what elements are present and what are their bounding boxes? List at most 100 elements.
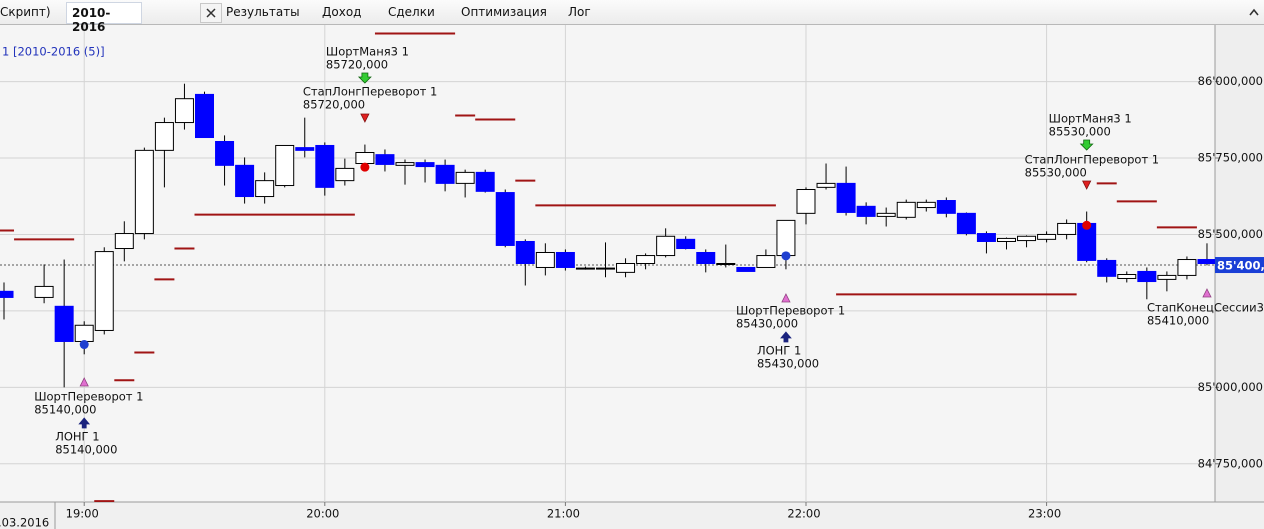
candle-body <box>174 98 194 124</box>
candle-body <box>595 267 615 270</box>
annotation-price: 85410,000 <box>1147 314 1209 328</box>
candle-body <box>74 324 94 342</box>
candle-body <box>636 255 656 265</box>
trade-dot <box>79 340 89 350</box>
signal-marker <box>780 331 792 343</box>
candle-body <box>656 235 676 257</box>
candle-body <box>355 152 375 165</box>
candle-body <box>1017 235 1037 242</box>
candle-body <box>515 240 535 265</box>
candle-body <box>956 212 976 235</box>
candle-body <box>235 164 255 198</box>
candle-body <box>796 189 816 214</box>
annotation-price: 85530,000 <box>1025 166 1087 180</box>
tab[interactable]: Оптимизация <box>461 5 547 19</box>
candle-body <box>676 238 696 250</box>
candle-body <box>716 263 736 265</box>
candle-body <box>455 171 475 184</box>
annotation-label: СтапКонецСессии3 1 <box>1147 301 1264 315</box>
annotation-label: ШортПереворот 1 <box>34 390 143 404</box>
x-tick-label: 22:00 <box>787 507 820 521</box>
trade-dot <box>781 251 791 261</box>
annotation-label: ЛОНГ 1 <box>55 430 99 444</box>
x-tick-label: 20:00 <box>306 507 339 521</box>
overlay: 84'750,000 85'000,000 85'500,000 85'750,000… <box>34 45 1264 521</box>
tab[interactable]: Доход <box>322 5 362 19</box>
annotation-price: 85430,000 <box>757 357 819 371</box>
candle-body <box>1137 270 1157 283</box>
close-icon <box>206 8 216 18</box>
annotation-label: ШортМаня3 1 <box>326 45 409 59</box>
candle-body <box>1197 259 1215 264</box>
y-tick-label: 85'500,000 <box>1198 227 1263 241</box>
candle-body <box>1057 222 1077 235</box>
y-tick-label: 85'750,000 <box>1198 151 1263 165</box>
candle-body <box>555 251 575 268</box>
last-price-box <box>1215 257 1264 274</box>
annotation-price: 85720,000 <box>326 58 388 72</box>
tab[interactable]: Сделки <box>388 5 435 19</box>
annotation-price: 85140,000 <box>55 443 117 457</box>
annotation-label: ШортПереворот 1 <box>736 304 845 318</box>
last-price-label: 85'400,0 <box>1217 259 1264 273</box>
candle-body <box>876 212 896 217</box>
candle-body <box>215 140 235 166</box>
candle-body <box>1117 274 1137 279</box>
candle-body <box>0 290 14 298</box>
candle-body <box>195 93 215 139</box>
tab-bar: Скрипт) 2010-2016 Результаты Доход Сделк… <box>0 0 1264 34</box>
candle-body <box>495 192 515 246</box>
candle-body <box>976 233 996 242</box>
scroll-arrow[interactable] <box>1248 6 1260 18</box>
trade-dot <box>360 162 370 172</box>
x-axis-background <box>0 502 1264 529</box>
plot <box>0 32 1215 502</box>
candle-body <box>776 219 796 257</box>
signal-marker <box>1082 180 1092 190</box>
annotation-price: 85430,000 <box>736 317 798 331</box>
tab[interactable]: Скрипт) <box>0 5 51 19</box>
date-label: .03.2016 <box>0 516 49 529</box>
candle-body <box>756 255 776 268</box>
annotation-price: 85720,000 <box>303 98 365 112</box>
signal-marker <box>360 113 370 123</box>
x-tick-label: 23:00 <box>1028 507 1061 521</box>
y-tick-label: 84'750,000 <box>1198 456 1263 470</box>
tab[interactable]: Лог <box>568 5 591 19</box>
annotation-price: 85530,000 <box>1049 125 1111 139</box>
annotation-price: 85140,000 <box>34 403 96 417</box>
candle-body <box>335 167 355 182</box>
candle-body <box>94 251 114 331</box>
grid <box>0 25 1219 506</box>
candle-body <box>616 263 636 273</box>
candle-body <box>736 266 756 272</box>
signal-marker <box>357 72 372 84</box>
close-button[interactable] <box>200 3 222 23</box>
plot-background <box>0 25 1215 502</box>
candle-body <box>936 200 956 214</box>
signal-marker <box>1202 288 1212 298</box>
active-tab[interactable]: 2010-2016 <box>66 2 142 34</box>
candle-body <box>134 149 154 235</box>
y-tick-label: 85'000,000 <box>1198 380 1263 394</box>
y-tick-label: 86'000,000 <box>1198 74 1263 88</box>
candle-body <box>154 122 174 151</box>
series-label: 1 [2010-2016 (5)] <box>2 45 105 59</box>
candle-body <box>395 162 415 166</box>
candle-body <box>295 147 315 151</box>
candle-body <box>696 251 716 265</box>
annotation-label: СтапЛонгПереворот 1 <box>303 85 437 99</box>
candle-body <box>836 182 856 213</box>
candle-body <box>1097 259 1117 277</box>
annotation-label: ШортМаня3 1 <box>1049 112 1132 126</box>
signal-marker <box>1079 139 1094 151</box>
trade-dot <box>1082 220 1092 230</box>
candle-body <box>54 305 74 342</box>
candle-body <box>1037 233 1057 240</box>
tab[interactable]: Результаты <box>226 5 300 19</box>
candle-body <box>896 201 916 218</box>
candle-body <box>475 171 495 192</box>
candle-body <box>996 237 1016 242</box>
candle-body <box>1177 259 1197 276</box>
signal-marker <box>781 293 791 303</box>
